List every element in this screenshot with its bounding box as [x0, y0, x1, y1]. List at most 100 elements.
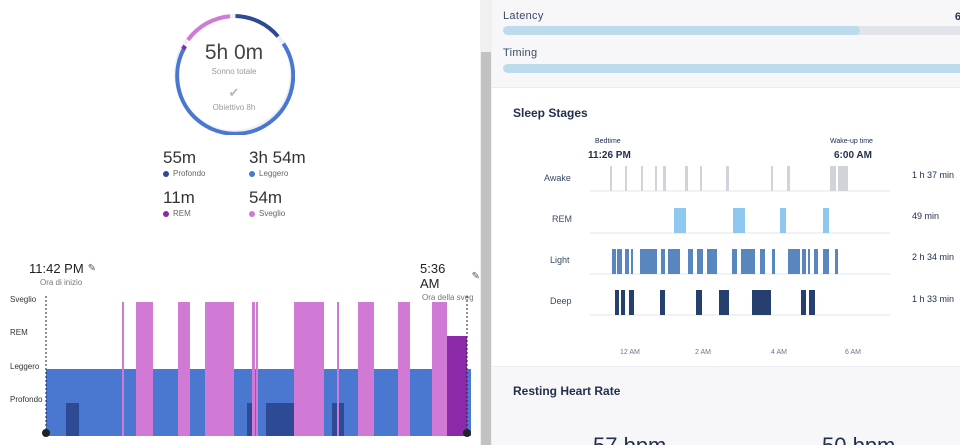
hypnogram-segment — [234, 369, 247, 436]
latency-bar-fill — [503, 26, 861, 35]
total-sleep-label: Sonno totale — [211, 67, 257, 76]
stage-name-rem: REM — [552, 214, 572, 224]
stage-bar-deep — [660, 290, 665, 315]
level-label-rem: REM — [10, 328, 28, 337]
stage-bar-rem — [733, 208, 745, 233]
wakeup-value: 6:00 AM — [834, 150, 872, 161]
bedtime-label: Bedtime — [595, 138, 621, 145]
stat-awake-label: Sveglio — [259, 209, 286, 218]
deep-dot-icon — [163, 170, 169, 177]
stage-bar-awake — [610, 166, 612, 191]
hypnogram-segment — [178, 302, 190, 436]
wake-alarm-icon — [463, 429, 471, 437]
resting-heart-rate-title: Resting Heart Rate — [513, 384, 621, 398]
stage-name-light: Light — [550, 255, 570, 265]
hypnogram-segment — [207, 302, 234, 436]
hypnogram-spike — [205, 302, 207, 436]
stage-bar-deep — [719, 290, 729, 315]
hypnogram-segment — [247, 403, 252, 436]
stat-awake: 54m Sveglio — [249, 188, 285, 218]
stage-bar-awake — [685, 166, 688, 191]
hypnogram-segment — [66, 369, 79, 403]
hypnogram-segment — [432, 302, 447, 436]
stage-bar-light — [814, 249, 818, 274]
level-label-deep: Profondo — [10, 395, 43, 404]
hypnogram-segment — [294, 302, 324, 436]
stage-bar-awake — [787, 166, 790, 191]
stage-bar-rem — [674, 208, 686, 233]
stat-deep-label: Profondo — [173, 169, 206, 178]
check-icon: ✔ — [228, 85, 240, 100]
hypnogram-segment — [324, 369, 332, 436]
stat-light-label: Leggero — [259, 169, 289, 178]
stage-bar-awake — [655, 166, 657, 191]
stage-bar-light — [788, 249, 800, 274]
stage-bar-light — [661, 249, 665, 274]
hypnogram-segment — [79, 369, 136, 436]
stat-light-value: 3h 54m — [249, 148, 306, 167]
latency-label: Latency — [503, 10, 544, 22]
stat-rem-value: 11m — [163, 188, 195, 207]
pencil-icon[interactable]: ✎ — [471, 270, 480, 282]
stage-bar-rem — [780, 208, 786, 233]
hypnogram-segment — [252, 302, 255, 436]
hypnogram-spike — [337, 302, 339, 436]
sleep-stages-card: Sleep Stages Bedtime 11:26 PM Wake-up ti… — [492, 87, 960, 367]
pencil-icon[interactable]: ✎ — [87, 263, 97, 274]
stage-name-awake: Awake — [544, 173, 571, 183]
hypnogram-segment — [266, 369, 294, 403]
hypnogram-spike — [404, 302, 406, 436]
stage-bar-awake — [625, 166, 627, 191]
stage-bar-deep — [801, 290, 806, 315]
ring-segment-deep — [235, 14, 280, 38]
stage-bar-awake — [830, 166, 836, 191]
stage-bar-light — [808, 249, 810, 274]
sleep-start-icon — [42, 429, 50, 437]
stat-rem: 11m REM — [163, 188, 195, 218]
scrollbar-thumb[interactable] — [481, 52, 491, 445]
scrollbar[interactable] — [480, 0, 492, 445]
sleep-stages-chart — [590, 166, 890, 316]
stage-bar-deep — [809, 290, 815, 315]
timing-bar-fill — [503, 64, 960, 73]
stage-bar-light — [688, 249, 693, 274]
rem-dot-icon — [163, 210, 169, 217]
stage-bar-light — [823, 249, 829, 274]
latency-value: 6 — [954, 11, 960, 23]
ring-segment-rem — [181, 44, 187, 51]
hypnogram-spike — [256, 302, 258, 436]
stage-bar-deep — [696, 290, 702, 315]
hypnogram-segment — [447, 336, 467, 436]
stage-bar-light — [707, 249, 717, 274]
stage-bar-light — [772, 249, 775, 274]
hypnogram-segment — [266, 403, 294, 436]
timing-label: Timing — [503, 47, 538, 59]
start-time-block[interactable]: 11:42 PM ✎ Ora di inizio — [29, 261, 96, 287]
stage-bar-light — [612, 249, 616, 274]
stage-bar-deep — [615, 290, 619, 315]
stat-awake-value: 54m — [249, 188, 283, 207]
stage-bar-light — [668, 249, 680, 274]
hypnogram-segment — [136, 302, 153, 436]
end-time-block[interactable]: 5:36 AM ✎ Ora della sveg — [420, 261, 480, 302]
hypnogram — [42, 296, 471, 437]
stage-bar-light — [802, 249, 806, 274]
stage-bar-light — [640, 249, 657, 274]
level-label-awake: Sveglio — [10, 295, 37, 304]
hypnogram-segment — [467, 369, 471, 436]
hypnogram-segment — [255, 369, 266, 436]
stage-bar-light — [625, 249, 629, 274]
sleep-stages-title: Sleep Stages — [513, 106, 588, 120]
sleep-ring-graphic — [174, 14, 295, 135]
stage-bar-rem — [823, 208, 829, 233]
stage-bar-light — [631, 249, 633, 274]
hypnogram-segment — [190, 369, 207, 436]
resting-heart-rate-card: Resting Heart Rate 57 bpm 50 bpm — [492, 367, 960, 445]
hypnogram-segment — [247, 369, 252, 403]
stage-bar-awake — [771, 166, 773, 191]
total-sleep-value: 5h 0m — [204, 41, 264, 64]
tick-2am: 2 AM — [695, 349, 711, 356]
goal-label: Obiettivo 8h — [212, 103, 256, 112]
hypnogram-segment — [358, 302, 374, 436]
stage-duration-awake: 1 h 37 min — [912, 170, 955, 180]
